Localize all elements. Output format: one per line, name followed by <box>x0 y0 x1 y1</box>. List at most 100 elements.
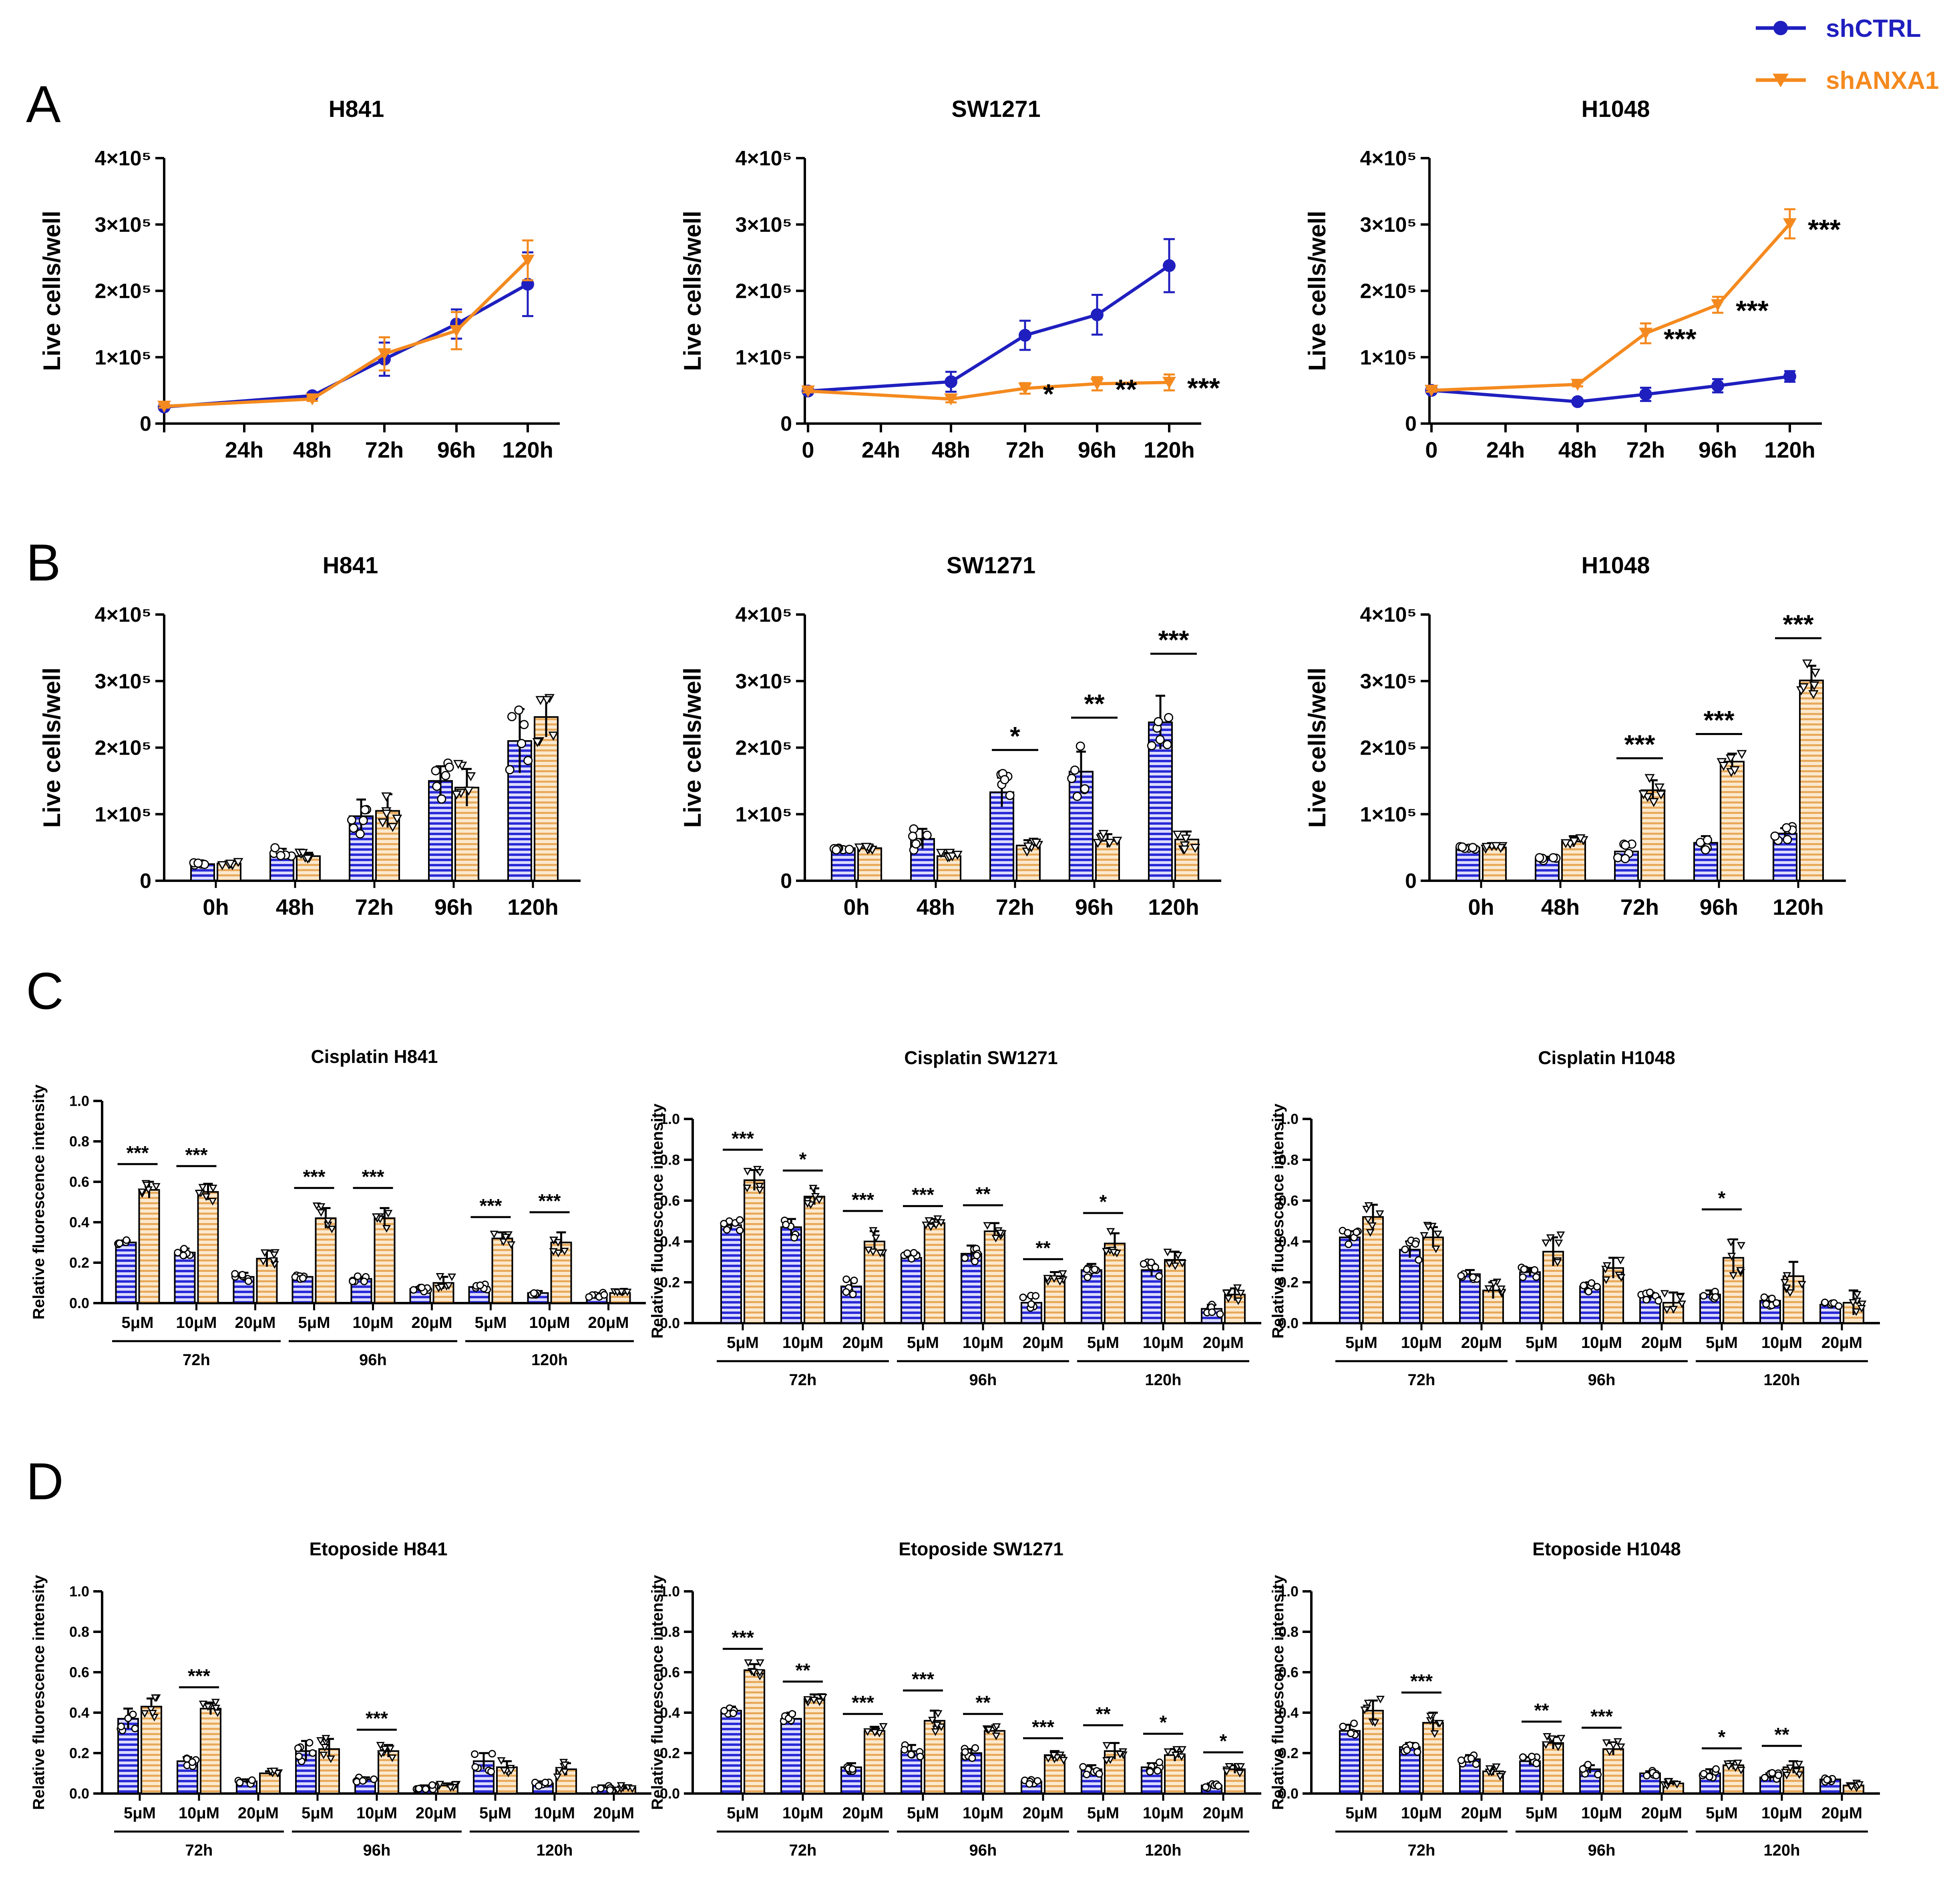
replicate-point <box>916 1753 924 1761</box>
replicate-point <box>1736 1267 1745 1275</box>
data-point-shctrl <box>1783 370 1796 383</box>
replicate-point <box>1067 773 1077 783</box>
chart-c2: Cisplatin SW1271 0.0 0.2 0.4 0.6 0.8 1.0Relati… <box>649 1047 1261 1389</box>
replicate-point <box>996 1229 1005 1237</box>
significance-marker: ** <box>1035 1237 1051 1259</box>
replicate-point <box>585 1293 593 1301</box>
replicate-point <box>519 720 529 729</box>
replicate-point <box>428 1781 436 1789</box>
replicate-point <box>488 1750 496 1758</box>
replicate-point <box>377 1750 386 1758</box>
replicate-point <box>1083 1265 1091 1273</box>
replicate-point <box>1433 1230 1442 1238</box>
replicate-point <box>1786 1764 1795 1772</box>
replicate-point <box>1700 1770 1708 1778</box>
significance-marker: *** <box>1032 1717 1054 1738</box>
replicate-point <box>1594 1771 1602 1779</box>
replicate-point <box>1554 1743 1563 1751</box>
significance-marker: * <box>1100 1191 1107 1213</box>
replicate-point <box>1234 1297 1243 1305</box>
y-axis-label: Relative fluorescence intensity <box>649 1575 666 1810</box>
x-tick-label: 5μM <box>1706 1804 1738 1822</box>
x-tick-label: 10μM <box>176 1314 217 1332</box>
replicate-point <box>1368 1222 1377 1230</box>
x-tick-label: 96h <box>1075 894 1114 920</box>
replicate-point <box>349 823 358 833</box>
replicate-point <box>151 1694 160 1702</box>
y-tick-label: 1×10⁵ <box>735 346 792 369</box>
replicate-point <box>1236 1763 1245 1771</box>
chart-d3: Etoposide H1048 0.0 0.2 0.4 0.6 0.8 1.0Relativ… <box>1269 1539 1880 1859</box>
x-tick-label: 20μM <box>1461 1334 1502 1352</box>
replicate-point <box>910 1249 918 1257</box>
y-tick-label: 0.2 <box>660 1745 680 1761</box>
replicate-point <box>322 1735 330 1743</box>
y-tick-label: 1.0 <box>69 1583 89 1600</box>
y-tick-label: 0.4 <box>1279 1233 1299 1250</box>
replicate-point <box>354 1272 362 1280</box>
x-tick-label: 5μM <box>1706 1334 1738 1352</box>
significance-marker: *** <box>126 1143 149 1164</box>
replicate-point <box>922 830 932 840</box>
y-tick-label: 0.8 <box>69 1133 89 1150</box>
replicate-point <box>971 1257 979 1265</box>
group-label: 120h <box>1763 1842 1800 1859</box>
y-tick-label: 4×10⁵ <box>735 147 792 170</box>
y-tick-label: 0.8 <box>1279 1624 1299 1640</box>
significance-marker: *** <box>538 1191 561 1212</box>
replicate-point <box>1731 1764 1740 1772</box>
data-point-shanxa1 <box>1425 385 1438 397</box>
replicate-point <box>1171 1751 1180 1759</box>
replicate-point <box>1347 1729 1355 1737</box>
legend: shCTRL shANXA1 <box>1756 15 1939 94</box>
replicate-point <box>1181 834 1191 844</box>
y-axis-label: Relative fluorescence intensity <box>1269 1575 1287 1810</box>
replicate-point <box>554 1239 563 1247</box>
bar-shctrl <box>115 1241 137 1304</box>
chart-title: H1048 <box>1582 552 1650 578</box>
y-tick-label: 4×10⁵ <box>1360 603 1417 627</box>
chart-c3: Cisplatin H1048 0.0 0.2 0.4 0.6 0.8 1.0Relativ… <box>1269 1047 1880 1389</box>
x-tick-label: 5μM <box>302 1804 334 1822</box>
bar-shctrl <box>1081 1269 1102 1324</box>
replicate-point <box>1654 1297 1662 1305</box>
replicate-point <box>927 1223 935 1231</box>
replicate-point <box>388 1754 397 1762</box>
replicate-point <box>803 1200 812 1208</box>
replicate-point <box>514 705 524 715</box>
replicate-point <box>1165 1260 1174 1268</box>
x-tick-label: 10μM <box>963 1334 1003 1352</box>
replicate-point <box>1519 1273 1527 1281</box>
replicate-point <box>382 1225 391 1233</box>
y-tick-label: 1×10⁵ <box>1360 803 1417 826</box>
replicate-point <box>1760 1293 1768 1301</box>
replicate-point <box>1079 1763 1087 1771</box>
replicate-point <box>1673 1781 1681 1789</box>
x-tick-label: 24h <box>1486 437 1525 462</box>
y-tick-label: 4×10⁵ <box>94 147 151 170</box>
replicate-point <box>1560 839 1571 848</box>
replicate-point <box>476 1281 484 1289</box>
x-tick-label: 5μM <box>479 1804 511 1822</box>
x-tick-label: 10μM <box>1581 1334 1622 1352</box>
x-tick-label: 0h <box>203 894 229 920</box>
y-tick-label: 0.0 <box>69 1786 89 1802</box>
y-tick-label: 4×10⁵ <box>94 603 151 627</box>
bar-shanxa1 <box>1720 761 1745 882</box>
x-tick-label: 96h <box>434 894 473 920</box>
bar-shctrl <box>780 1226 802 1324</box>
replicate-point <box>1770 832 1780 841</box>
replicate-point <box>1112 837 1122 846</box>
replicate-point <box>1823 1776 1831 1784</box>
replicate-point <box>1233 1284 1242 1292</box>
replicate-point <box>1849 1299 1857 1307</box>
replicate-point <box>1664 1778 1673 1786</box>
replicate-point <box>561 1768 569 1776</box>
replicate-point <box>952 851 963 860</box>
replicate-point <box>380 1745 389 1753</box>
group-label: 96h <box>1588 1371 1616 1389</box>
replicate-point <box>934 1710 943 1718</box>
bar-shanxa1 <box>374 1217 396 1304</box>
replicate-point <box>1403 1746 1411 1754</box>
